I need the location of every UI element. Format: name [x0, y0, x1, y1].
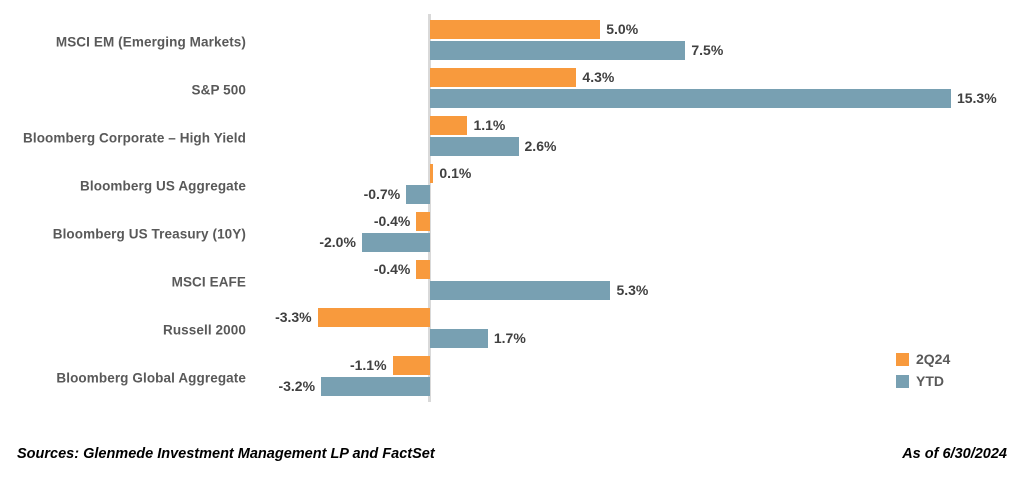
bar-ytd-5: [430, 281, 611, 300]
value-label: 7.5%: [691, 42, 724, 58]
category-label: Bloomberg US Treasury (10Y): [52, 226, 246, 242]
bar-ytd-1: [430, 89, 951, 108]
chart-row: Bloomberg US Aggregate 0.1% -0.7%: [0, 162, 1024, 210]
chart-row: Russell 2000 -3.3% 1.7%: [0, 306, 1024, 354]
category-label: MSCI EM (Emerging Markets): [55, 34, 246, 50]
bar-2q24-3: [430, 164, 434, 183]
value-label: -1.1%: [349, 357, 387, 373]
chart-legend: 2Q24 YTD: [896, 348, 950, 392]
bar-ytd-7: [321, 377, 430, 396]
footer-sources: Sources: Glenmede Investment Management …: [17, 446, 435, 462]
category-label: S&P 500: [191, 82, 246, 98]
bar-2q24-5: [416, 260, 430, 279]
bar-2q24-4: [416, 212, 430, 231]
bar-ytd-0: [430, 41, 686, 60]
value-label: 4.3%: [582, 69, 615, 85]
bar-2q24-1: [430, 68, 577, 87]
category-label: Bloomberg Corporate – High Yield: [23, 130, 246, 146]
value-label: 1.7%: [493, 330, 526, 346]
bar-ytd-2: [430, 137, 519, 156]
legend-label: YTD: [916, 373, 944, 389]
value-label: -0.4%: [373, 261, 411, 277]
chart-row: MSCI EAFE -0.4% 5.3%: [0, 258, 1024, 306]
value-label: 1.1%: [473, 117, 506, 133]
footer-as-of-date: As of 6/30/2024: [902, 446, 1007, 462]
value-label: 15.3%: [956, 90, 997, 106]
value-label: 0.1%: [439, 165, 472, 181]
plot-area: MSCI EM (Emerging Markets) 5.0% 7.5% S&P 50…: [0, 14, 1024, 402]
bar-2q24-2: [430, 116, 468, 135]
bar-ytd-6: [430, 329, 488, 348]
value-label: 5.3%: [616, 282, 649, 298]
value-label: -0.4%: [373, 213, 411, 229]
bar-2q24-0: [430, 20, 601, 39]
value-label: -0.7%: [363, 186, 401, 202]
bar-ytd-3: [406, 185, 430, 204]
category-label: Bloomberg Global Aggregate: [56, 370, 246, 386]
value-label: -3.2%: [278, 378, 316, 394]
legend-swatch-icon: [896, 374, 909, 388]
chart-row: MSCI EM (Emerging Markets) 5.0% 7.5%: [0, 18, 1024, 66]
legend-label: 2Q24: [916, 351, 951, 367]
value-label: 5.0%: [606, 21, 639, 37]
legend-item-2q24[interactable]: 2Q24: [896, 348, 950, 370]
chart-row: Bloomberg Global Aggregate -1.1% -3.2%: [0, 354, 1024, 402]
legend-item-ytd[interactable]: YTD: [896, 370, 950, 392]
zero-axis-line: [428, 14, 431, 402]
category-label: MSCI EAFE: [171, 274, 246, 290]
chart-row: Bloomberg Corporate – High Yield 1.1% 2.6%: [0, 114, 1024, 162]
bar-2q24-7: [392, 356, 430, 375]
chart-footer: Sources: Glenmede Investment Management …: [0, 446, 1024, 472]
value-label: -3.3%: [275, 309, 312, 325]
chart-row: Bloomberg US Treasury (10Y) -0.4% -2.0%: [0, 210, 1024, 258]
bar-2q24-6: [317, 308, 430, 327]
legend-swatch-icon: [896, 352, 909, 366]
category-label: Russell 2000: [162, 322, 246, 338]
chart-row: S&P 500 4.3% 15.3%: [0, 66, 1024, 114]
bar-ytd-4: [361, 233, 430, 252]
category-label: Bloomberg US Aggregate: [80, 178, 246, 194]
value-label: -2.0%: [319, 234, 356, 250]
value-label: 2.6%: [524, 138, 557, 154]
